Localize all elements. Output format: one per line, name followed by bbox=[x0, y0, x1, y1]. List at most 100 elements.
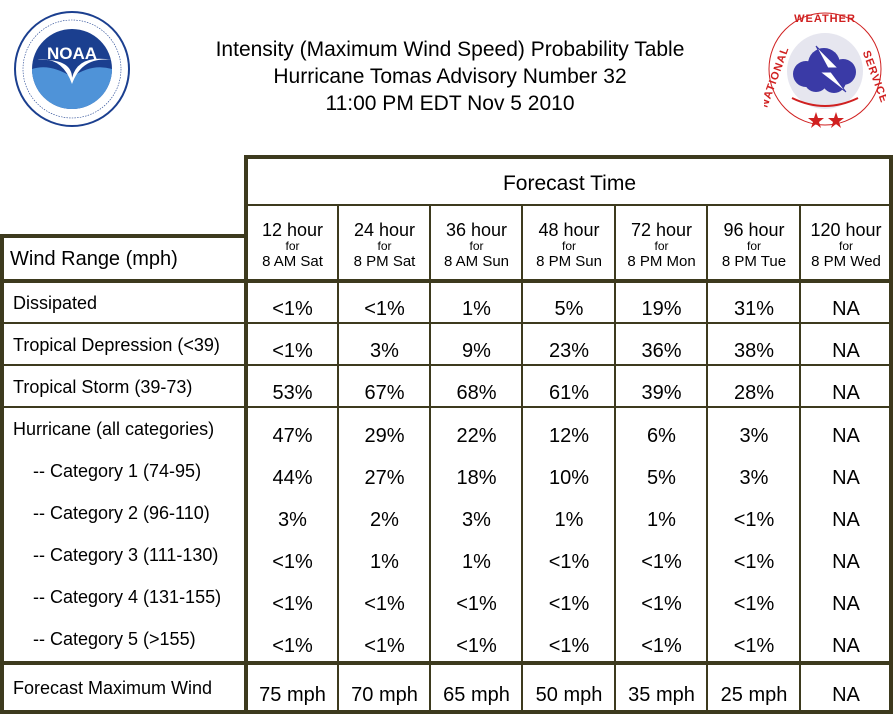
table-cell: NA bbox=[832, 467, 860, 489]
row-label: Tropical Depression (<39) bbox=[13, 335, 220, 355]
table-cell: 12% bbox=[548, 425, 590, 447]
table-cell: <1% bbox=[548, 593, 590, 615]
table-cell: 25 mph bbox=[720, 684, 788, 706]
row-label: Forecast Maximum Wind bbox=[13, 678, 213, 698]
forecast-time-header: Forecast Time bbox=[502, 172, 637, 195]
column-hour: 96 hour bbox=[723, 220, 785, 240]
table-cell: 39% bbox=[641, 382, 682, 404]
table-cell: 38% bbox=[733, 340, 775, 362]
table-cell: 22% bbox=[456, 425, 497, 447]
column-hour: 120 hour bbox=[810, 220, 882, 240]
table-cell: <1% bbox=[272, 593, 313, 615]
table-cell: 9% bbox=[462, 340, 491, 362]
table-cell: 29% bbox=[364, 425, 405, 447]
table-cell: 3% bbox=[278, 509, 307, 531]
table-cell: 28% bbox=[733, 382, 775, 404]
table-cell: <1% bbox=[548, 635, 590, 657]
table-cell: <1% bbox=[364, 635, 405, 657]
column-time: 8 AM Sun bbox=[443, 253, 510, 270]
table-cell: 23% bbox=[548, 340, 590, 362]
table-cell: <1% bbox=[733, 593, 775, 615]
table-cell: 3% bbox=[739, 467, 769, 489]
row-label: -- Category 4 (131-155) bbox=[33, 587, 222, 607]
table-cell: <1% bbox=[272, 635, 313, 657]
table-cell: <1% bbox=[456, 593, 497, 615]
table-cell: <1% bbox=[641, 635, 682, 657]
table-cell: 18% bbox=[456, 467, 497, 489]
table-cell: NA bbox=[832, 382, 860, 404]
table-cell: 70 mph bbox=[351, 684, 418, 706]
column-time: 8 PM Wed bbox=[811, 253, 881, 270]
table-cell: <1% bbox=[733, 551, 775, 573]
table-cell: 3% bbox=[739, 425, 769, 447]
column-for: for bbox=[838, 239, 853, 253]
row-label: Hurricane (all categories) bbox=[13, 419, 215, 439]
column-header: 24 hour for 8 PM Sat bbox=[339, 220, 430, 270]
column-time: 8 PM Mon bbox=[627, 253, 696, 270]
table-cell: NA bbox=[832, 340, 860, 362]
table-cell: 1% bbox=[462, 298, 491, 320]
table-cell: <1% bbox=[364, 593, 405, 615]
table-cell: <1% bbox=[364, 298, 405, 320]
column-hour: 24 hour bbox=[353, 220, 416, 240]
table-cell: 1% bbox=[554, 509, 584, 531]
nws-logo: WEATHER NATIONAL SERVICE bbox=[764, 11, 886, 128]
table-cell: NA bbox=[832, 635, 860, 657]
column-header: 12 hour for 8 AM Sat bbox=[247, 220, 338, 270]
table-cell: <1% bbox=[548, 551, 590, 573]
table-cell: 3% bbox=[370, 340, 399, 362]
table-cell: 27% bbox=[364, 467, 405, 489]
column-header: 36 hour for 8 AM Sun bbox=[431, 220, 522, 270]
table-cell: <1% bbox=[272, 298, 313, 320]
column-for: for bbox=[654, 239, 669, 253]
table-cell: <1% bbox=[272, 551, 313, 573]
table-cell: <1% bbox=[641, 551, 682, 573]
column-header: 96 hour for 8 PM Tue bbox=[708, 220, 800, 270]
column-header: 120 hour for 8 PM Wed bbox=[801, 220, 891, 270]
column-hour: 72 hour bbox=[630, 220, 693, 240]
page-title: Intensity (Maximum Wind Speed) Probabili… bbox=[150, 36, 750, 117]
table-cell: NA bbox=[832, 593, 860, 615]
noaa-logo: NOAA bbox=[14, 11, 130, 127]
table-cell: 5% bbox=[554, 298, 584, 320]
column-for: for bbox=[746, 239, 761, 253]
table-cell: NA bbox=[832, 298, 860, 320]
table-cell: NA bbox=[832, 551, 860, 573]
column-hour: 48 hour bbox=[538, 220, 600, 240]
table-cell: 36% bbox=[641, 340, 682, 362]
table-cell: 35 mph bbox=[628, 684, 695, 706]
table-cell: <1% bbox=[733, 635, 775, 657]
table-cell: 2% bbox=[370, 509, 399, 531]
table-cell: 3% bbox=[462, 509, 491, 531]
wind-range-header: Wind Range (mph) bbox=[10, 248, 178, 270]
table-cell: 31% bbox=[733, 298, 775, 320]
svg-text:NOAA: NOAA bbox=[47, 44, 97, 63]
svg-text:WEATHER: WEATHER bbox=[794, 13, 856, 25]
table-cell: 75 mph bbox=[259, 684, 326, 706]
title-line-1: Intensity (Maximum Wind Speed) Probabili… bbox=[215, 38, 685, 61]
table-cell: 47% bbox=[272, 425, 313, 447]
row-label: Dissipated bbox=[13, 293, 98, 313]
table-cell: 65 mph bbox=[443, 684, 510, 706]
title-line-2: Hurricane Tomas Advisory Number 32 bbox=[273, 65, 627, 88]
row-label: -- Category 1 (74-95) bbox=[33, 461, 202, 481]
column-time: 8 PM Sat bbox=[353, 253, 416, 270]
table-cell: 6% bbox=[647, 425, 676, 447]
column-time: 8 PM Sun bbox=[536, 253, 602, 270]
table-cell: NA bbox=[832, 684, 860, 706]
column-for: for bbox=[561, 239, 576, 253]
row-label: Tropical Storm (39-73) bbox=[13, 377, 193, 397]
table-cell: 19% bbox=[641, 298, 682, 320]
table-cell: 5% bbox=[647, 467, 676, 489]
table-cell: 44% bbox=[272, 467, 313, 489]
table-cell: <1% bbox=[733, 509, 775, 531]
table-cell: NA bbox=[832, 509, 860, 531]
column-header: 72 hour for 8 PM Mon bbox=[616, 220, 707, 270]
title-line-3: 11:00 PM EDT Nov 5 2010 bbox=[325, 92, 575, 115]
column-header: 48 hour for 8 PM Sun bbox=[523, 220, 615, 270]
table-cell: 53% bbox=[272, 382, 313, 404]
row-label: -- Category 3 (111-130) bbox=[33, 545, 219, 565]
table-cell: 50 mph bbox=[535, 684, 603, 706]
row-label: -- Category 5 (>155) bbox=[33, 629, 196, 649]
